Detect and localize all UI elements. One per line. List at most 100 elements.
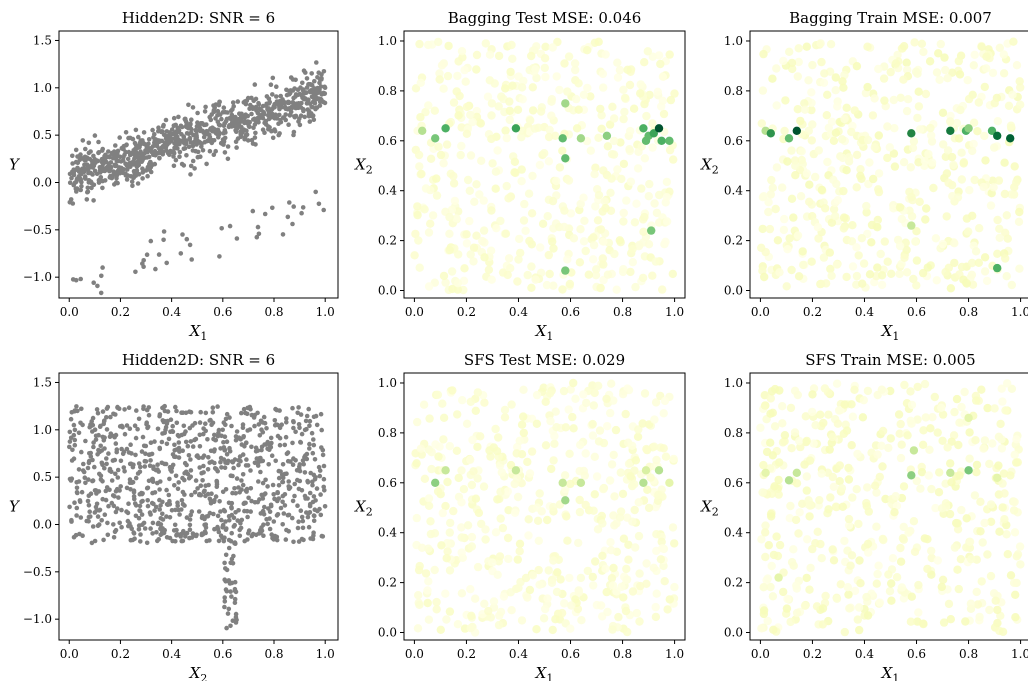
data-point: [312, 457, 318, 462]
data-point: [229, 594, 234, 599]
data-point: [261, 492, 267, 497]
data-point: [552, 72, 561, 81]
data-point: [275, 512, 281, 517]
data-point: [248, 468, 253, 473]
data-point: [534, 565, 543, 575]
data-point: [145, 503, 151, 509]
data-point: [938, 436, 947, 445]
data-point: [256, 231, 262, 237]
data-point: [216, 529, 222, 535]
data-point: [432, 597, 441, 607]
data-point: [190, 158, 196, 164]
data-point: [229, 530, 234, 536]
data-point: [295, 410, 301, 416]
data-point: [303, 90, 309, 95]
data-point: [575, 258, 585, 267]
data-point: [113, 143, 118, 148]
data-point: [173, 473, 179, 479]
highlight-point: [431, 134, 440, 143]
data-point: [783, 245, 792, 254]
data-point: [436, 625, 445, 634]
data-point: [225, 144, 231, 149]
data-point: [591, 202, 600, 211]
data-point: [620, 93, 630, 103]
data-point: [454, 473, 463, 483]
data-point: [413, 417, 422, 427]
data-point: [838, 77, 847, 86]
data-point: [589, 401, 598, 410]
data-point: [414, 591, 423, 600]
data-point: [227, 115, 232, 121]
data-point: [767, 175, 776, 185]
highlight-point: [561, 496, 570, 505]
data-point: [146, 137, 152, 142]
data-point: [126, 523, 131, 529]
data-point: [318, 96, 323, 102]
data-point: [827, 218, 837, 227]
data-point: [619, 208, 628, 218]
data-point: [629, 104, 639, 113]
data-point: [453, 620, 463, 629]
data-point: [927, 131, 936, 140]
data-point: [938, 108, 948, 118]
data-point: [457, 589, 467, 598]
data-point: [870, 143, 879, 152]
highlight-point: [766, 129, 775, 138]
data-point: [203, 483, 208, 489]
data-point: [457, 466, 466, 475]
highlight-point: [558, 478, 567, 487]
data-point: [1015, 77, 1024, 86]
data-point: [775, 268, 784, 277]
x-axis-label: X1: [881, 664, 900, 681]
data-point: [617, 582, 626, 591]
data-point: [172, 442, 177, 448]
data-point: [786, 501, 795, 511]
data-point: [912, 281, 921, 290]
data-point: [766, 190, 775, 199]
data-point: [626, 177, 636, 186]
data-point: [1007, 190, 1016, 199]
data-point: [517, 177, 526, 186]
data-point: [234, 617, 239, 623]
data-point: [787, 558, 797, 567]
x-tick-label: 0.4: [855, 305, 874, 319]
data-point: [107, 466, 113, 472]
data-point: [432, 605, 441, 614]
data-point: [220, 427, 225, 433]
data-point: [1008, 90, 1017, 99]
data-point: [100, 409, 106, 414]
data-point: [949, 431, 959, 440]
data-point: [572, 124, 582, 133]
data-point: [579, 390, 588, 399]
data-point: [314, 486, 320, 491]
data-point: [544, 132, 554, 142]
data-point: [114, 158, 119, 164]
data-point: [223, 527, 229, 532]
data-point: [215, 113, 220, 118]
y-axis-label: X2: [700, 156, 719, 177]
data-point: [856, 165, 865, 174]
data-point: [493, 570, 502, 579]
data-point: [436, 150, 446, 160]
data-point: [311, 437, 316, 442]
data-point: [889, 95, 898, 105]
data-point: [591, 557, 600, 566]
data-point: [290, 221, 295, 227]
data-point: [300, 205, 306, 210]
data-point: [553, 568, 562, 577]
data-point: [546, 416, 555, 426]
data-point: [266, 462, 272, 467]
data-point: [1009, 37, 1018, 46]
x-tick-label: 0.8: [959, 305, 978, 319]
data-point: [964, 94, 974, 104]
data-point: [798, 499, 807, 508]
data-point: [944, 178, 953, 188]
data-point: [144, 420, 149, 426]
data-point: [168, 467, 173, 473]
x-tick-label: 1.0: [1011, 647, 1028, 661]
data-point: [214, 131, 220, 137]
data-point: [261, 533, 266, 538]
data-point: [314, 422, 320, 428]
data-point: [72, 500, 77, 506]
data-point: [547, 97, 556, 106]
